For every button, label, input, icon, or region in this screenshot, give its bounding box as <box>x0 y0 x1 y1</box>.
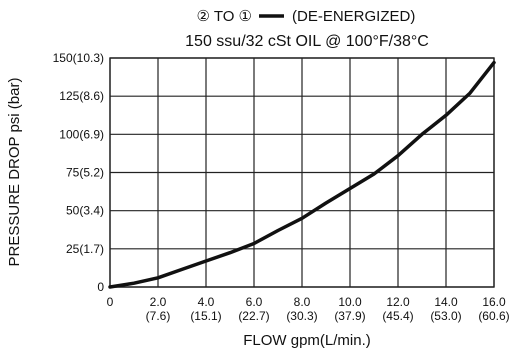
x-tick-label: 2.0 <box>150 295 167 309</box>
x-tick-label: 6.0 <box>246 295 263 309</box>
legend-prefix: ② TO ① <box>196 8 252 25</box>
y-axis-label: PRESSURE DROP psi (bar) <box>6 78 23 267</box>
chart-title: 150 ssu/32 cSt OIL @ 100°F/38°C <box>185 33 429 50</box>
x-tick-label: 10.0 <box>338 295 362 309</box>
x-tick-sublabel: (7.6) <box>146 309 171 323</box>
y-tick-label: 0 <box>97 280 104 294</box>
x-tick-label: 14.0 <box>434 295 458 309</box>
y-axis-ticks: 0 25(1.7) 50(3.4) 75(5.2) 100(6.9) 125(8.6) 15… <box>53 51 105 294</box>
x-tick-sublabel: (22.7) <box>238 309 269 323</box>
x-tick-sublabel: (45.4) <box>382 309 413 323</box>
y-tick-label: 75(5.2) <box>66 166 104 180</box>
y-tick-label: 150(10.3) <box>53 51 104 65</box>
legend-label: (DE-ENERGIZED) <box>292 8 415 25</box>
pressure-drop-curve <box>108 60 496 289</box>
x-tick-sublabel: (53.0) <box>430 309 461 323</box>
x-axis-label: FLOW gpm(L/min.) <box>243 332 371 349</box>
plot-frame <box>109 57 495 288</box>
x-tick-label: 12.0 <box>386 295 410 309</box>
y-tick-label: 125(8.6) <box>59 89 104 103</box>
y-tick-label: 100(6.9) <box>59 127 104 141</box>
x-tick-label: 4.0 <box>198 295 215 309</box>
x-tick-sublabel: (15.1) <box>190 309 221 323</box>
legend: ② TO ① (DE-ENERGIZED) <box>196 8 415 25</box>
x-tick-sublabel: (30.3) <box>286 309 317 323</box>
y-tick-label: 25(1.7) <box>66 242 104 256</box>
y-tick-label: 50(3.4) <box>66 204 104 218</box>
x-tick-sublabel: (60.6) <box>478 309 509 323</box>
x-tick-label: 16.0 <box>482 295 506 309</box>
x-tick-label: 8.0 <box>294 295 311 309</box>
x-tick-label: 0 <box>107 295 114 309</box>
x-axis-ticks: 0 2.0(7.6) 4.0(15.1) 6.0(22.7) 8.0(30.3) 10.0… <box>107 295 510 323</box>
gridlines <box>109 57 495 288</box>
x-tick-sublabel: (37.9) <box>334 309 365 323</box>
